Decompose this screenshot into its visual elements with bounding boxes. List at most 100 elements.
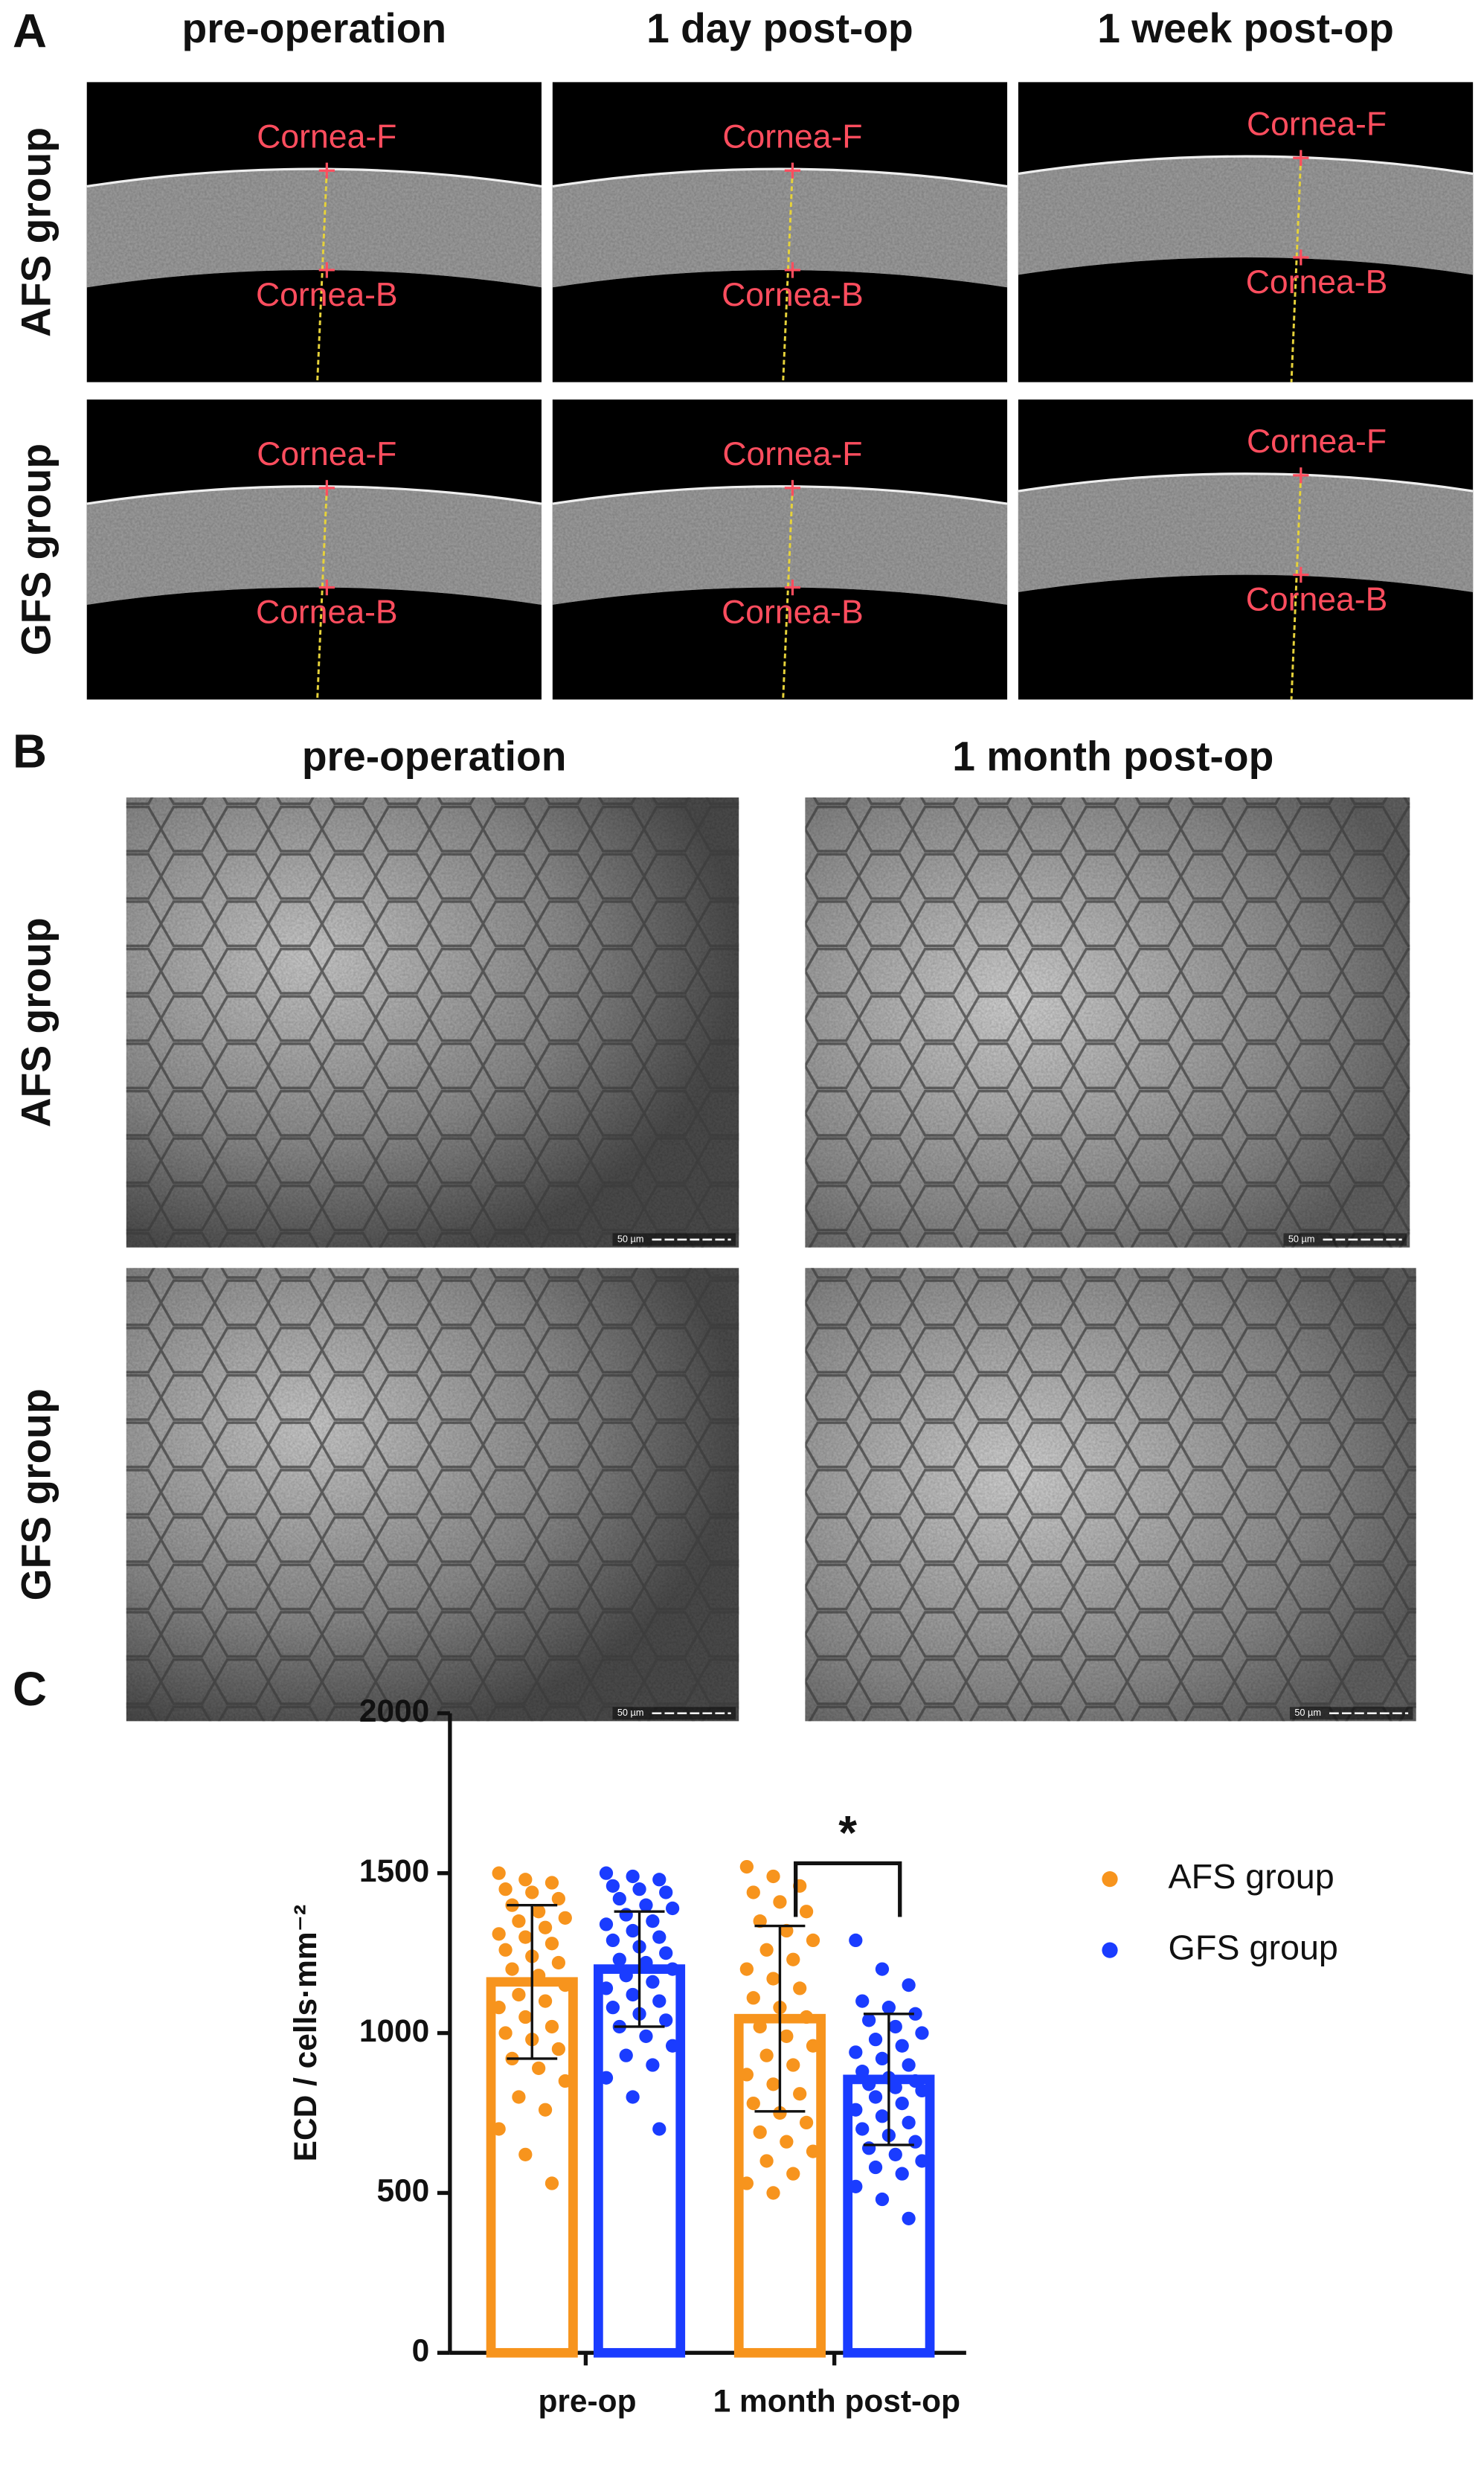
data-point bbox=[799, 1905, 814, 1919]
row-label: AFS group bbox=[13, 917, 60, 1127]
oct-image: Cornea-F Cornea-B bbox=[86, 399, 542, 700]
microscopy-image: 50 µm bbox=[805, 797, 1410, 1248]
data-point bbox=[753, 2125, 767, 2139]
data-point bbox=[538, 2103, 553, 2117]
data-point bbox=[753, 1914, 767, 1928]
bar bbox=[594, 1964, 686, 2358]
data-point bbox=[739, 2176, 754, 2190]
data-point bbox=[908, 2074, 922, 2088]
data-point bbox=[626, 1869, 640, 1884]
microscopy-image: 50 µm bbox=[126, 1268, 739, 1722]
x-tick-label: pre-op bbox=[538, 2383, 636, 2418]
scale-bar-label: 50 µm bbox=[617, 1233, 644, 1244]
panel-label: B bbox=[13, 725, 47, 777]
cornea-edge bbox=[86, 167, 542, 188]
scale-bar-label: 50 µm bbox=[1294, 1707, 1321, 1718]
marker-label: Cornea-F bbox=[257, 119, 396, 155]
cornea-edge bbox=[86, 485, 542, 505]
panel-label: A bbox=[13, 5, 47, 58]
data-point bbox=[806, 1933, 820, 1948]
data-point bbox=[739, 1962, 754, 1976]
microscopy-image: 50 µm bbox=[126, 797, 739, 1248]
data-point bbox=[492, 1927, 506, 1941]
cornea-band bbox=[552, 169, 1008, 288]
data-point bbox=[849, 1933, 863, 1948]
data-point bbox=[806, 2144, 820, 2158]
data-point bbox=[849, 2179, 863, 2193]
data-point bbox=[868, 2090, 883, 2104]
data-point bbox=[551, 2042, 566, 2056]
measure-line bbox=[316, 487, 328, 700]
data-point bbox=[492, 1866, 506, 1880]
data-point bbox=[498, 1882, 513, 1896]
data-point bbox=[652, 1930, 666, 1944]
data-point bbox=[646, 1975, 660, 1989]
data-point bbox=[786, 2058, 800, 2072]
data-point bbox=[895, 2167, 909, 2181]
column-header: pre-operation bbox=[182, 5, 447, 51]
y-tick-label: 500 bbox=[376, 2173, 429, 2208]
data-point bbox=[773, 1895, 787, 1909]
data-point bbox=[759, 2048, 774, 2062]
data-point bbox=[908, 2135, 922, 2149]
data-point bbox=[492, 2122, 506, 2136]
y-tick-label: 1000 bbox=[359, 2013, 429, 2048]
data-point bbox=[532, 1969, 546, 1983]
data-point bbox=[619, 2048, 633, 2062]
data-point bbox=[612, 1952, 626, 1966]
data-point bbox=[875, 2192, 890, 2207]
data-point bbox=[518, 2010, 533, 2024]
data-point bbox=[551, 1891, 566, 1906]
data-point bbox=[492, 2001, 506, 2015]
data-point bbox=[868, 2160, 883, 2175]
data-point bbox=[766, 1972, 780, 1986]
data-point bbox=[659, 1946, 673, 1960]
measure-line bbox=[1290, 158, 1302, 382]
data-point bbox=[498, 2026, 513, 2040]
data-point bbox=[849, 2045, 863, 2059]
marker-label: Cornea-B bbox=[256, 594, 398, 630]
row-label: AFS group bbox=[13, 127, 60, 337]
oct-image: Cornea-F Cornea-B bbox=[1018, 399, 1474, 700]
data-point bbox=[659, 1885, 673, 1899]
data-point bbox=[558, 1911, 572, 1925]
legend-label: GFS group bbox=[1169, 1928, 1338, 1966]
marker-label: Cornea-B bbox=[722, 594, 864, 630]
data-point bbox=[862, 2077, 876, 2091]
data-point bbox=[632, 1882, 646, 1896]
data-point bbox=[646, 2058, 660, 2072]
data-point bbox=[746, 2096, 760, 2111]
column-header: 1 month post-op bbox=[952, 733, 1273, 779]
data-point bbox=[532, 1905, 546, 1919]
data-point bbox=[855, 2064, 870, 2079]
data-point bbox=[786, 2167, 800, 2181]
measure-line bbox=[782, 487, 794, 700]
data-point bbox=[780, 2135, 794, 2149]
marker-label: Cornea-B bbox=[1246, 264, 1388, 301]
column-header: 1 week post-op bbox=[1097, 5, 1394, 51]
marker-label: Cornea-F bbox=[1247, 423, 1387, 460]
data-point bbox=[793, 2087, 807, 2101]
measure-line bbox=[316, 170, 328, 382]
data-point bbox=[545, 2176, 559, 2190]
data-point bbox=[538, 1994, 553, 2008]
data-point bbox=[626, 2090, 640, 2104]
marker-label: Cornea-F bbox=[722, 119, 862, 155]
column-header: 1 day post-op bbox=[646, 5, 913, 51]
data-point bbox=[525, 1885, 539, 1899]
data-point bbox=[739, 2068, 754, 2082]
data-point bbox=[799, 2010, 814, 2024]
data-point bbox=[599, 2071, 614, 2085]
scale-bar-label: 50 µm bbox=[617, 1707, 644, 1718]
oct-image: Cornea-F Cornea-B bbox=[552, 82, 1008, 382]
data-point bbox=[665, 2039, 680, 2053]
data-point bbox=[868, 2033, 883, 2047]
data-point bbox=[498, 1943, 513, 1957]
data-point bbox=[862, 2013, 876, 2027]
scale-bar-bg bbox=[1283, 1233, 1407, 1246]
data-point bbox=[599, 1866, 614, 1880]
data-point bbox=[599, 1981, 614, 1995]
legend-label: AFS group bbox=[1169, 1857, 1334, 1896]
y-tick-label: 2000 bbox=[359, 1693, 429, 1728]
